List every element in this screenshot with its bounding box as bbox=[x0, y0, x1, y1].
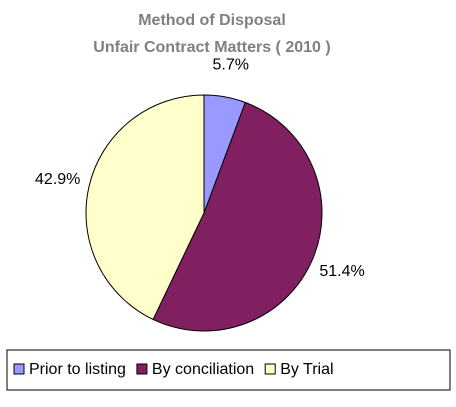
data-label: 5.7% bbox=[212, 57, 248, 74]
legend-swatch bbox=[136, 363, 148, 375]
legend-label: By conciliation bbox=[152, 361, 254, 378]
legend-box bbox=[6, 349, 451, 391]
legend-swatch bbox=[13, 363, 25, 375]
chart-subtitle: Unfair Contract Matters ( 2010 ) bbox=[93, 39, 330, 56]
chart-title: Method of Disposal bbox=[138, 12, 286, 29]
data-label: 51.4% bbox=[319, 263, 364, 280]
legend-label: Prior to listing bbox=[29, 361, 126, 378]
legend-swatch bbox=[264, 363, 276, 375]
pie-slice bbox=[85, 94, 205, 321]
pie-slice bbox=[152, 101, 323, 332]
legend-label: By Trial bbox=[280, 361, 333, 378]
data-label: 42.9% bbox=[35, 171, 80, 188]
